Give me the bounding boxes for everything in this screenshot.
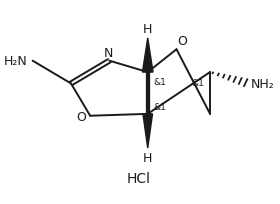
Text: H₂N: H₂N	[4, 55, 28, 68]
Text: O: O	[77, 111, 87, 124]
Text: H: H	[143, 151, 152, 164]
Text: &1: &1	[154, 78, 167, 86]
Text: &1: &1	[191, 78, 204, 87]
Text: HCl: HCl	[126, 172, 150, 185]
Polygon shape	[143, 114, 153, 148]
Text: N: N	[104, 47, 113, 60]
Text: O: O	[178, 35, 188, 48]
Text: NH₂: NH₂	[251, 78, 275, 91]
Polygon shape	[143, 39, 153, 73]
Text: H: H	[143, 23, 152, 36]
Text: &1: &1	[154, 102, 167, 111]
